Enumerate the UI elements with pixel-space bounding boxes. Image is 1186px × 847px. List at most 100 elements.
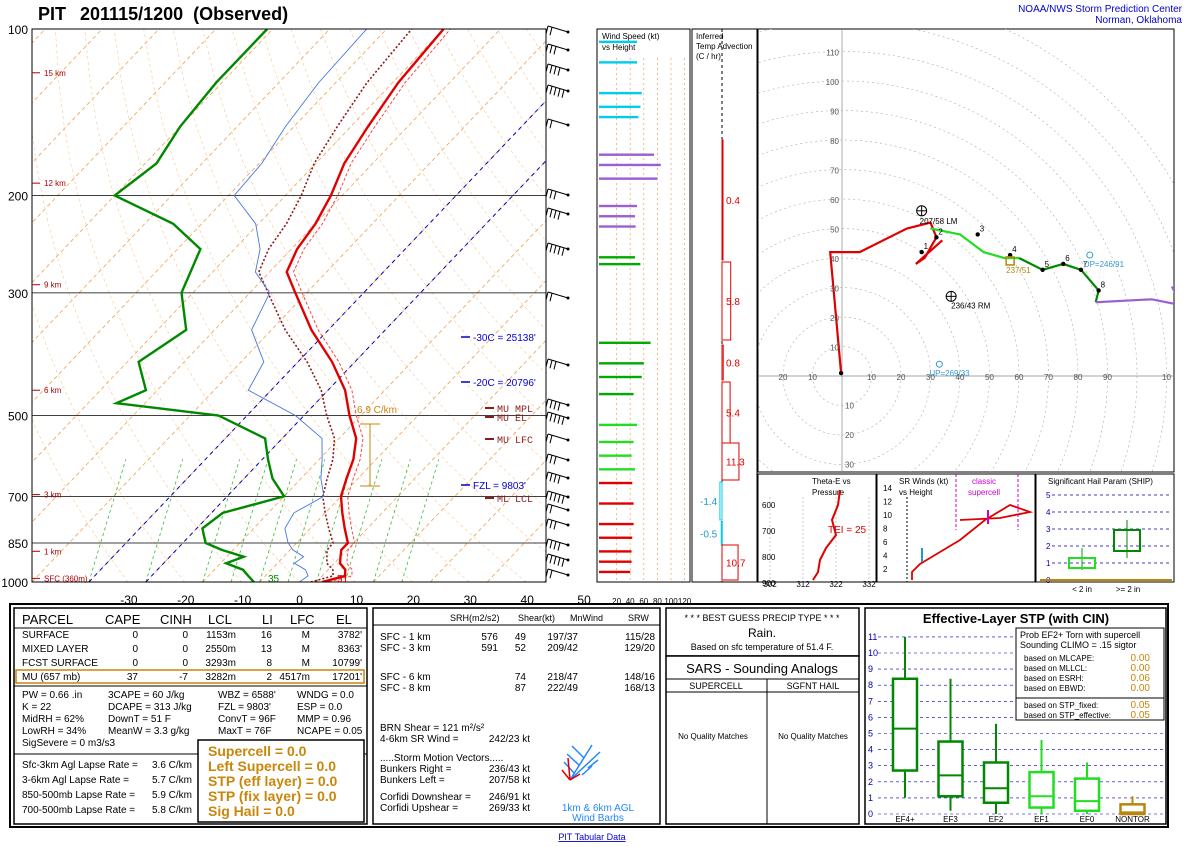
stp-panel: Effective-Layer STP (with CIN) 111098765… — [864, 607, 1167, 825]
hodograph-km-dot — [934, 235, 939, 240]
wind-speed-bar — [599, 454, 632, 457]
barb-staff — [547, 398, 569, 406]
pressure-tick-label: 100 — [8, 23, 28, 37]
isotherm-line — [88, 100, 546, 582]
hodograph-x-label: 50 — [985, 373, 994, 382]
barb-flag — [557, 415, 561, 424]
hodograph-km-label: 5 — [1045, 260, 1050, 269]
dry-adiabat — [290, 29, 546, 419]
isotherm-line — [32, 29, 331, 344]
hodograph-x-label: 20 — [779, 373, 788, 382]
kin-value: 591 — [481, 643, 498, 654]
barb-flag — [553, 361, 557, 370]
wind-barb — [545, 411, 570, 425]
precip-sars: * * * BEST GUESS PRECIP TYPE * * * Rain.… — [665, 607, 860, 825]
barb-staff — [547, 358, 569, 366]
wind-speed-bar — [599, 61, 637, 64]
barb-staff — [547, 490, 569, 498]
theta-x-tick: 322 — [829, 580, 843, 589]
kin-header: SRW — [628, 613, 649, 623]
index-value: LowRH = 34% — [22, 726, 86, 737]
wind-barb — [545, 490, 570, 504]
parcel-cell: 37 — [127, 672, 139, 683]
index-value: DCAPE = 313 J/kg — [108, 702, 192, 713]
wind-speed-bar — [599, 392, 634, 396]
hodograph-x-label: 10 — [1162, 373, 1171, 382]
theta-e-frame — [757, 473, 877, 583]
kin-layer: SFC - 1 km — [380, 632, 431, 643]
pressure-tick-label: 300 — [8, 287, 28, 301]
stp-y-tick: 4 — [868, 745, 873, 755]
parcel-cell: 3293m — [205, 658, 236, 669]
wind-speed-bar — [599, 341, 651, 344]
barb-flag — [561, 558, 565, 567]
hodograph-y-label: 10 — [830, 344, 839, 353]
advection-label: -0.5 — [700, 530, 718, 541]
barb-flag — [545, 291, 549, 301]
sr46-name: 4-6km SR Wind = — [380, 734, 459, 745]
wind-barb — [545, 453, 570, 465]
sars-hail-matches: No Quality Matches — [778, 732, 848, 741]
kin-layer: SFC - 8 km — [380, 683, 431, 694]
barb-flag — [545, 207, 549, 217]
advection-label: 5.8 — [726, 297, 740, 308]
left-mover-label: 207/58 LM — [920, 217, 958, 226]
parcel-cell: 17201' — [332, 672, 362, 683]
advection-label: 11.3 — [726, 458, 745, 469]
wind-speed-tick: 80 — [653, 597, 662, 606]
dry-adiabat — [349, 29, 546, 331]
hodograph-y-label: 40 — [830, 255, 839, 264]
index-value: MidRH = 62% — [22, 714, 84, 725]
parcel-cell: 0 — [132, 658, 138, 669]
downshear-label: DP=246/91 — [1084, 260, 1125, 269]
mean-wind-marker — [1005, 256, 1015, 266]
parcel-header: LFC — [290, 612, 315, 627]
storm-vector-name: Corfidi Downshear = — [380, 792, 471, 803]
center-location: Norman, Oklahoma — [1095, 15, 1182, 26]
hodograph-y-label: 60 — [830, 196, 839, 205]
kin-barb-icon — [561, 744, 601, 781]
sr-winds-panel: SR Winds (kt) vs Height classic supercel… — [876, 473, 1036, 583]
barb-flag — [549, 120, 553, 129]
barb-flag — [549, 293, 553, 302]
hodograph-km-dot — [1007, 252, 1013, 258]
stp-legend-name: based on STP_fixed: — [1024, 701, 1098, 710]
barb-flag — [545, 118, 549, 128]
brn-shear: BRN Shear = 121 m²/s² — [380, 723, 485, 734]
barb-flag — [549, 45, 553, 54]
barb-staff — [547, 118, 569, 126]
barb-staff — [547, 518, 569, 526]
barb-flag — [545, 518, 549, 528]
wind-barb — [545, 207, 570, 220]
pressure-tick-label: 1000 — [1, 576, 28, 590]
parcel-cell: 1153m — [206, 630, 236, 641]
parcel-cell: 2 — [266, 672, 272, 683]
sr46-value: 242/23 kt — [489, 734, 530, 745]
wind-speed-bar — [599, 481, 633, 485]
hodograph-lower-label: 20 — [845, 431, 854, 440]
stp-category: EF3 — [943, 815, 958, 824]
advection-bar — [720, 521, 723, 546]
precip-note: Based on sfc temperature of 51.4 F. — [691, 642, 834, 652]
barb-flag — [557, 494, 561, 503]
wind-speed-bar — [599, 153, 654, 156]
kinematics-table: SRH(m2/s2) Shear(kt) MnWind SRW SFC - 1 km 57… — [372, 607, 661, 825]
barb-flag — [557, 475, 561, 484]
tabular-data-link[interactable]: PIT Tabular Data — [558, 832, 625, 842]
surface-temp-label: 51 — [337, 574, 349, 585]
wind-speed-bar — [599, 550, 632, 553]
barb-flag — [553, 556, 557, 565]
wetbulb-trace — [233, 29, 368, 582]
advection-title-3: (C / hr) — [696, 52, 721, 61]
stp-box — [1073, 777, 1101, 813]
theta-y-tick: 900 — [762, 579, 776, 588]
wind-barb — [545, 568, 570, 579]
barb-flag — [549, 555, 553, 564]
composite-param: STP (fix layer) = 0.0 — [208, 788, 337, 804]
barb-flag — [553, 66, 557, 75]
barb-caption-1: 1km & 6km AGL — [562, 803, 635, 814]
wind-barb — [545, 518, 570, 530]
barb-flag — [557, 542, 561, 551]
parcel-table: PARCEL CAPE CINH LCL LI LFC EL SURFACE 0 0 1153m 16… — [13, 607, 368, 825]
height-label: 9 km — [44, 281, 62, 290]
